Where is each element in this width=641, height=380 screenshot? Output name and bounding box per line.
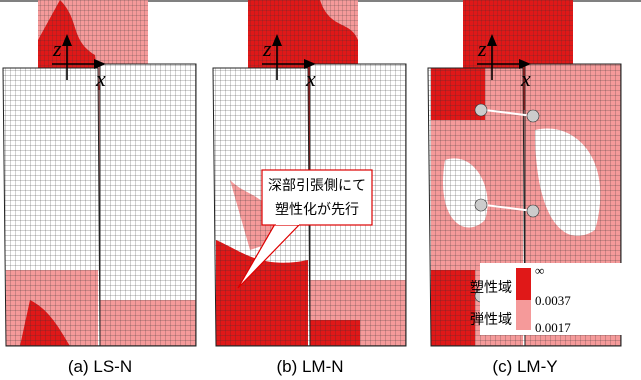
legend-label: 弾性域 <box>470 312 512 328</box>
axis-label: x <box>95 66 106 91</box>
axis-label: z <box>52 36 62 61</box>
mesh <box>100 64 196 346</box>
caption: (c) LM-Y <box>492 357 557 376</box>
bolt <box>527 110 539 122</box>
legend-label: 塑性域 <box>470 280 512 296</box>
axis-label: x <box>305 66 316 91</box>
legend-value: ∞ <box>535 263 544 278</box>
figure: z x (a) LS-N z x (b) LM-N z x (c) LM-Y 深部引張側にて 塑… <box>0 0 641 380</box>
caption: (a) LS-N <box>68 357 132 376</box>
panel: z x (a) LS-N <box>3 0 196 376</box>
callout-text: 深部引張側にて <box>268 178 366 194</box>
bolt <box>475 199 487 211</box>
axis-label: x <box>520 66 531 91</box>
legend-value: 0.0037 <box>535 293 571 308</box>
mesh <box>3 68 100 346</box>
bolt <box>475 104 487 116</box>
legend-value: 0.0017 <box>535 320 571 335</box>
axis-label: z <box>477 36 487 61</box>
legend-swatch <box>516 268 531 300</box>
caption: (b) LM-N <box>276 357 343 376</box>
legend: 塑性域 弾性域 ∞ 0.0037 0.0017 <box>470 263 640 335</box>
axis-label: z <box>262 36 272 61</box>
callout-text: 塑性化が先行 <box>275 202 359 218</box>
legend-swatch <box>516 300 531 330</box>
bolt <box>527 205 539 217</box>
